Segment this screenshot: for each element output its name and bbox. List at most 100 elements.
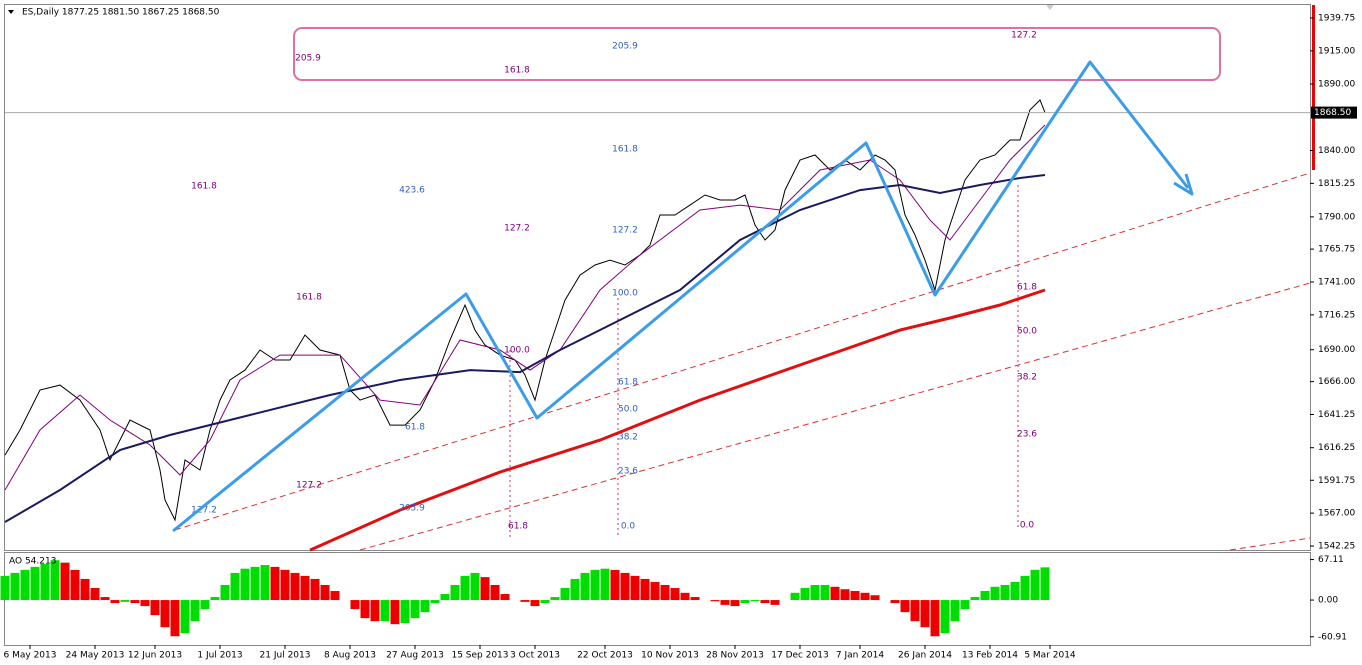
ao-bar [110,600,120,604]
ao-bar [770,600,780,605]
ao-bar [320,584,330,601]
ao-bar [250,566,260,601]
ao-bar [430,600,440,604]
ao-bar [440,594,450,601]
plot-layer: 1939.75 1915.00 1890.00 1840.00 1815.25 1790.… [0,13,1357,661]
x-tick-label: 21 Jul 2013 [260,651,311,661]
y-tick-label: 1815.25 [1318,179,1355,189]
ao-bar [210,597,220,601]
y-tick-label: 1616.25 [1318,443,1355,453]
spread-bar [1312,5,1315,170]
ao-bar [460,575,470,601]
fib-label: 38.2 [1017,373,1037,383]
ao-bar [300,575,310,601]
fib-label: 127.2 [612,226,638,236]
ao-bar [10,572,20,601]
ao-bar [530,600,540,607]
ao-bar [390,600,400,625]
fib-label: 205.9 [612,42,638,52]
fib-label: 161.8 [191,182,217,192]
fib-label: 127.2 [504,224,530,234]
y-tick-label: 67.11 [1318,555,1344,565]
ao-bar [550,597,560,601]
ao-bar [850,591,860,601]
ao-bar [800,587,810,601]
ao-bar [630,575,640,601]
y-tick-label: 1939.75 [1318,13,1355,23]
ao-bar [450,584,460,601]
ao-bar [470,572,480,601]
fib-label: 423.6 [399,186,425,196]
fib-label: 61.8 [1017,283,1037,293]
x-tick-label: 26 Jan 2014 [898,651,952,661]
last-price-label: 1868.50 [1314,108,1351,118]
fib-label: 127.2 [296,481,322,491]
ao-bar [610,569,620,601]
ao-bar [790,592,800,601]
fib-label: 23.6 [618,467,638,477]
ao-bar [870,595,880,601]
fib-label: 161.8 [504,66,530,76]
y-tick-label: 1840.00 [1318,146,1355,156]
ao-bar [740,600,750,604]
fib-label: 205.9 [399,504,425,514]
channel-lines [174,172,1311,551]
y-tick-label: 1690.00 [1318,345,1355,355]
x-tick-label: 8 Aug 2013 [324,651,376,661]
ao-bar [370,600,380,622]
y-tick-label: 1542.25 [1318,542,1355,552]
ao-bar [980,591,990,601]
ao-bar [270,566,280,601]
ao-bar [230,572,240,601]
ao-bar [750,600,760,602]
ao-bar [200,600,210,610]
x-tick-label: 15 Sep 2013 [451,651,508,661]
fib-label: 161.8 [296,293,322,303]
ao-bar [80,578,90,601]
target-zone [293,27,1221,81]
fib-label: 205.9 [295,54,321,64]
ao-bar [650,581,660,601]
y-tick-label: 1915.00 [1318,46,1355,56]
x-tick-label: 5 Mar 2014 [1024,651,1076,661]
ao-bar [720,600,730,605]
ao-bar [940,600,950,634]
ao-bar [310,578,320,601]
ao-bar [140,600,150,607]
x-tick-label: 24 May 2013 [66,651,125,661]
ao-bar [730,600,740,607]
x-tick-label: 22 Oct 2013 [577,651,633,661]
ao-bar [950,600,960,622]
x-tick-label: 17 Dec 2013 [771,651,829,661]
ao-bar [640,578,650,601]
x-tick-label: 12 Jun 2013 [128,651,182,661]
ao-bar [150,600,160,616]
x-tick-label: 13 Feb 2014 [962,651,1018,661]
ao-bar [130,600,140,604]
ao-bar [760,600,770,604]
ao-bar [820,584,830,601]
zigzag-pattern [172,60,1194,533]
y-tick-label: 1765.75 [1318,245,1355,255]
x-tick-label: 3 Oct 2013 [510,651,560,661]
ao-bar [20,569,30,601]
y-tick-label: 1591.75 [1318,476,1355,486]
ao-bar [290,572,300,601]
y-tick-label: 1741.00 [1318,277,1355,287]
ao-bar [540,600,550,604]
ao-bar [1040,567,1050,601]
channel-line [174,172,1311,531]
x-tick-label: 1 Jul 2013 [197,651,242,661]
x-tick-label: 27 Aug 2013 [386,651,444,661]
ao-bar [920,600,930,628]
y-tick-label: 1666.00 [1318,377,1355,387]
ao-bar [620,572,630,601]
shift-marker [1046,5,1054,10]
ao-bar [670,587,680,601]
ao-bar [600,568,610,601]
ao-bar [930,600,940,637]
fib-label: 61.8 [618,378,638,388]
channel-line [1229,537,1311,551]
ao-bar [1010,581,1020,601]
